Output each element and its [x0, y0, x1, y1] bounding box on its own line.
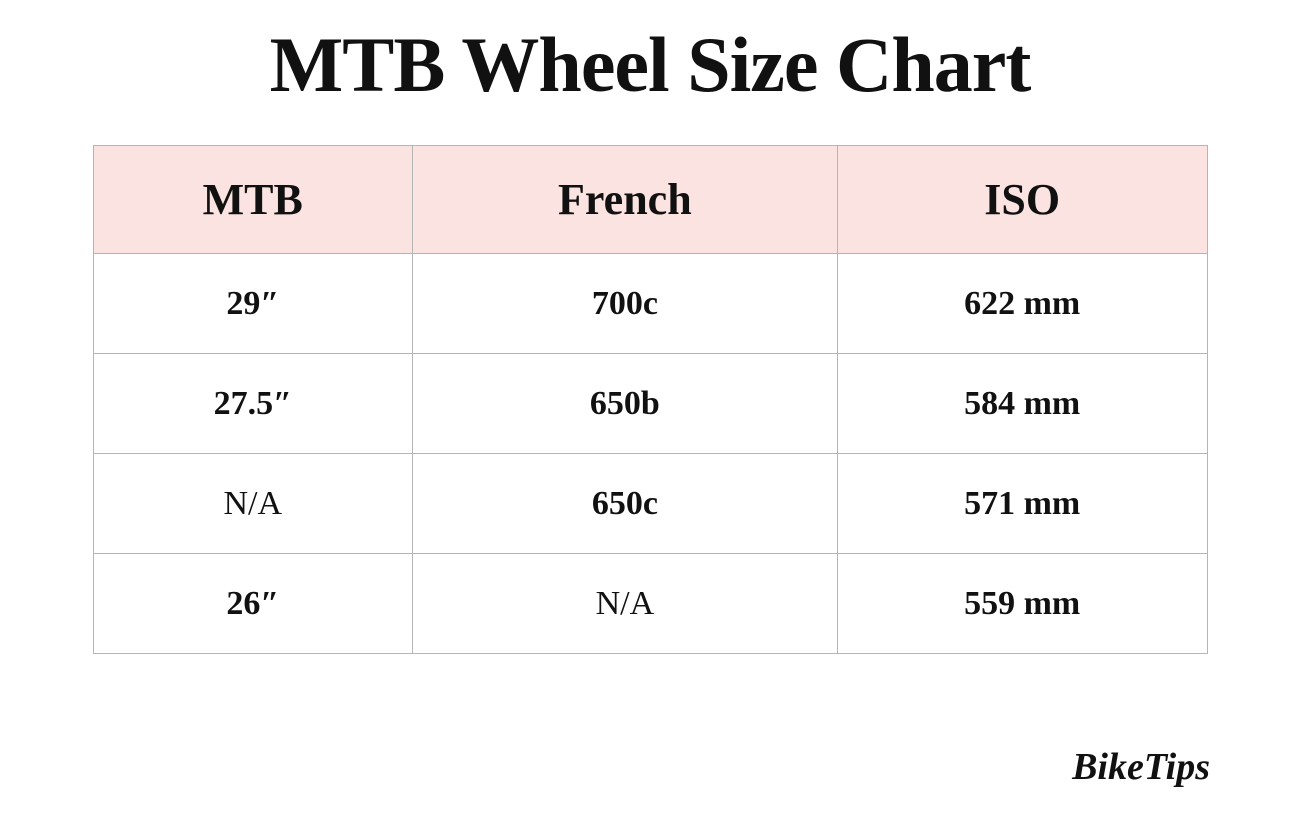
- cell-mtb: 26″: [93, 554, 412, 654]
- chart-title: MTB Wheel Size Chart: [0, 20, 1300, 110]
- cell-mtb: 29″: [93, 254, 412, 354]
- cell-french: 650c: [412, 454, 837, 554]
- table-row: 29″700c622 mm: [93, 254, 1207, 354]
- table-body: 29″700c622 mm27.5″650b584 mmN/A650c571 m…: [93, 254, 1207, 654]
- table-row: 26″N/A559 mm: [93, 554, 1207, 654]
- cell-iso: 622 mm: [837, 254, 1207, 354]
- table-row: 27.5″650b584 mm: [93, 354, 1207, 454]
- cell-french: 650b: [412, 354, 837, 454]
- wheel-size-table: MTB French ISO 29″700c622 mm27.5″650b584…: [93, 145, 1208, 654]
- col-header-mtb: MTB: [93, 146, 412, 254]
- cell-iso: 571 mm: [837, 454, 1207, 554]
- table-header-row: MTB French ISO: [93, 146, 1207, 254]
- chart-container: MTB Wheel Size Chart MTB French ISO 29″7…: [0, 0, 1300, 817]
- logo-bike: Bike: [1072, 746, 1144, 788]
- col-header-iso: ISO: [837, 146, 1207, 254]
- cell-mtb: 27.5″: [93, 354, 412, 454]
- cell-iso: 584 mm: [837, 354, 1207, 454]
- cell-french: 700c: [412, 254, 837, 354]
- cell-french: N/A: [412, 554, 837, 654]
- cell-iso: 559 mm: [837, 554, 1207, 654]
- brand-logo: BikeTips: [1072, 745, 1210, 789]
- table-row: N/A650c571 mm: [93, 454, 1207, 554]
- col-header-french: French: [412, 146, 837, 254]
- cell-mtb: N/A: [93, 454, 412, 554]
- logo-tips: Tips: [1144, 746, 1210, 788]
